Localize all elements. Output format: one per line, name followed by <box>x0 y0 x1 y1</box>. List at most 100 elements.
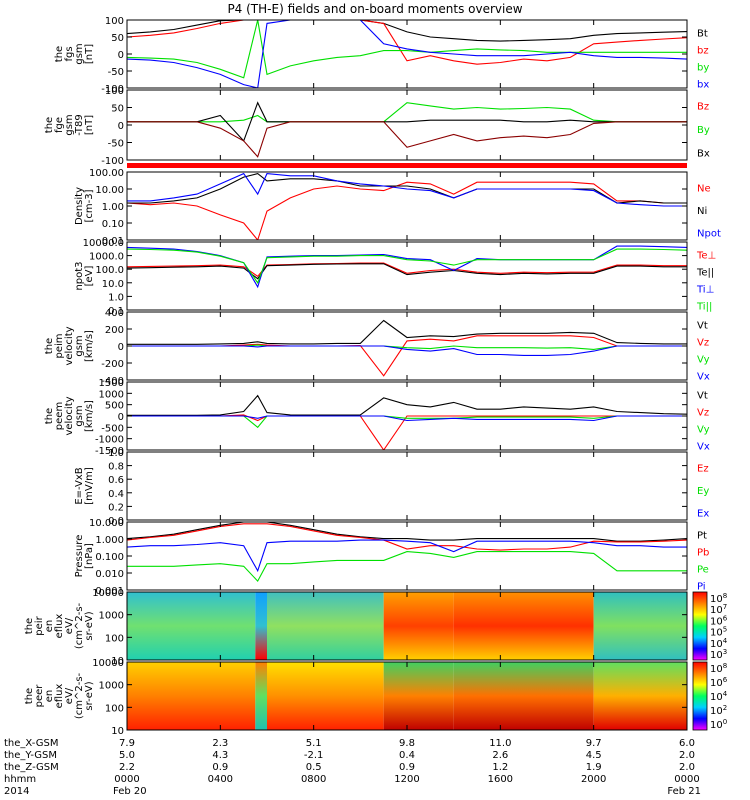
legend-label: Ey <box>697 486 709 497</box>
y-axis-label: the <box>54 46 65 62</box>
mode-bar <box>127 163 687 168</box>
y-tick-label: 0.4 <box>108 489 124 500</box>
y-tick-label: -100 <box>101 84 124 95</box>
legend-label: Te⊥ <box>696 251 716 262</box>
y-axis-label: [km/s] <box>84 400 95 432</box>
colorbar-label-base: 10 <box>710 706 723 717</box>
spectrogram-interval <box>255 592 267 660</box>
colorbar-label-base: 10 <box>710 616 723 627</box>
series-line-bz <box>127 20 687 65</box>
legend-label: Vz <box>697 408 709 419</box>
y-axis-label: gsm <box>64 114 75 135</box>
spectrogram-interval <box>267 592 384 660</box>
y-tick-label: 0 <box>118 342 124 353</box>
legend-label: Vt <box>697 321 708 332</box>
legend-label: Pb <box>697 548 709 559</box>
series-group <box>127 172 687 240</box>
spectrogram-interval <box>453 592 594 660</box>
colorbar-label-exponent: 3 <box>723 648 727 656</box>
colorbar-label-exponent: 0 <box>723 718 727 726</box>
ephemeris-value: Feb 20 <box>113 786 147 797</box>
y-tick-label: -1500 <box>95 446 124 457</box>
spectrogram-interval <box>383 592 454 660</box>
y-tick-label: 0.8 <box>108 462 124 473</box>
series-line-Vx <box>127 415 687 422</box>
x-axis-labels: the_X-GSMthe_Y-GSMthe_Z-GSMhhmm20147.95.… <box>4 738 701 797</box>
series-line-Te|| <box>127 263 687 280</box>
series-line-Vx <box>127 345 687 356</box>
y-tick-label: 1.000 <box>95 535 124 546</box>
legend-label: Bt <box>697 29 708 40</box>
y-axis-label: peim <box>54 333 65 358</box>
y-axis-label: sr-eV) <box>84 611 95 640</box>
colorbar-label-base: 10 <box>710 628 723 639</box>
y-tick-label: 0 <box>118 50 124 61</box>
legend-label: Ne <box>697 183 711 194</box>
spectrogram-interval <box>593 592 687 660</box>
colorbar-label-base: 10 <box>710 720 723 731</box>
y-tick-label: 100.0 <box>95 265 124 276</box>
y-tick-label: 10000.0 <box>83 238 124 249</box>
y-axis-label: sr-eV) <box>84 681 95 710</box>
y-tick-label: -200 <box>101 359 124 370</box>
ephemeris-value: 7.9 <box>119 738 135 749</box>
y-tick-label: -500 <box>101 423 124 434</box>
y-axis-label: the <box>44 117 55 133</box>
ephemeris-value: 2.0 <box>679 762 695 773</box>
series-line-Vt <box>127 394 687 416</box>
y-tick-label: 100 <box>105 86 124 97</box>
series-line-Npot <box>127 172 687 207</box>
y-tick-label: -1000 <box>95 435 124 446</box>
spectrogram-interval <box>255 662 267 730</box>
y-tick-label: 1000 <box>99 681 124 692</box>
ephemeris-row-label: the_Y-GSM <box>4 750 57 761</box>
y-tick-label: 10.000 <box>89 518 124 529</box>
series-line-Pt <box>127 522 687 542</box>
ephemeris-value: 11.0 <box>489 738 511 749</box>
panel-1: Bt bz by bx 100 50 0 -50 -100 the fgs gsm [nT] <box>54 16 709 95</box>
series-line-Ni <box>127 173 687 204</box>
y-tick-label: 0 <box>118 412 124 423</box>
spectrogram <box>127 592 687 660</box>
legend-label: Bz <box>697 102 709 113</box>
y-tick-label: 400 <box>105 308 124 319</box>
colorbar-label: 108 <box>710 662 727 675</box>
y-axis-label: the <box>44 408 55 424</box>
y-axis-label: [nT] <box>84 115 95 135</box>
series-line-Vt <box>127 319 687 345</box>
colorbar-label-base: 10 <box>710 650 723 661</box>
ephemeris-value: 2.6 <box>492 750 508 761</box>
colorbar-label: 107 <box>710 603 727 616</box>
y-tick-label: 0.010 <box>95 569 124 580</box>
series-line-Bx <box>127 101 687 142</box>
y-tick-label: 100.00 <box>89 168 124 179</box>
series-group <box>127 101 687 158</box>
colorbar-label: 103 <box>710 648 727 661</box>
legend-label: Vx <box>697 372 710 383</box>
y-axis-label: eflux <box>54 684 65 709</box>
y-axis-label: peer <box>34 684 45 708</box>
colorbar-label-exponent: 4 <box>723 690 728 698</box>
y-tick-label: -100 <box>101 156 124 167</box>
y-tick-label: 1.00 <box>102 202 124 213</box>
panel-4: Te⊥ Te|| Ti⊥ Ti|| 10000.0 1000.0 100.0 10.0 1.0 0… <box>74 238 716 317</box>
y-tick-label: 1000.0 <box>89 252 124 263</box>
y-tick-label: 1000 <box>99 389 124 400</box>
y-tick-label: 50 <box>111 33 124 44</box>
ephemeris-value: 4.3 <box>212 750 228 761</box>
colorbar-label-base: 10 <box>710 664 723 675</box>
ephemeris-value: 0000 <box>674 774 699 785</box>
colorbar-label: 100 <box>710 718 727 731</box>
series-group <box>127 245 687 289</box>
y-tick-label: 0.100 <box>95 552 124 563</box>
ephemeris-value: 6.0 <box>679 738 695 749</box>
y-axis-label: [cm-3] <box>84 189 95 222</box>
y-tick-label: 1000 <box>99 611 124 622</box>
y-axis-label: [eV] <box>84 266 95 287</box>
legend-label: by <box>697 63 709 74</box>
ephemeris-value: 2.3 <box>212 738 228 749</box>
series-line-Ti|| <box>127 248 687 284</box>
y-axis-label: eV/ <box>64 617 75 634</box>
